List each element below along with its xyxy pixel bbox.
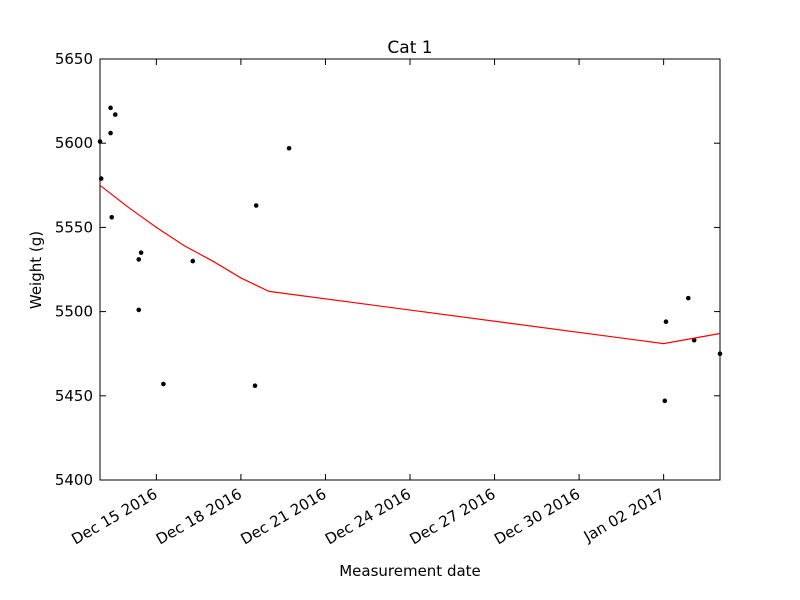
y-axis-label: Weight (g) [27,231,45,309]
trend-line [99,184,721,345]
chart-title: Cat 1 [387,38,432,58]
chart-marks [97,105,723,404]
x-tick-label: Jan 02 2017 [580,485,668,546]
data-point [108,130,113,136]
data-point [112,112,118,117]
y-tick-label: 5550 [55,218,93,236]
x-tick-label: Dec 21 2016 [237,485,329,549]
data-point [286,145,292,151]
data-point [136,257,142,262]
y-tick-label: 5400 [55,471,93,489]
data-point [161,381,166,387]
data-point [98,176,104,181]
data-point [662,398,668,404]
data-point [252,383,258,388]
y-tick-label: 5600 [55,134,93,152]
data-point [691,337,697,343]
data-point [717,351,723,357]
data-point [109,214,115,220]
x-tick-label: Dec 30 2016 [491,485,583,549]
x-tick-label: Dec 24 2016 [322,485,414,549]
y-axis: 5400 5450 5500 5550 5600 5650 [55,50,720,489]
x-axis-label: Measurement date [339,562,481,580]
plot-background [100,59,720,480]
data-point [190,258,196,264]
data-point [136,307,142,313]
x-tick-label: Dec 27 2016 [407,485,499,549]
y-tick-label: 5650 [55,50,93,68]
x-tick-label: Dec 18 2016 [153,485,245,549]
data-point [685,295,691,301]
y-tick-label: 5450 [55,387,93,405]
data-point [108,105,113,111]
plot-area [99,58,721,481]
data-point [97,139,103,144]
x-tick-label: Dec 15 2016 [68,485,160,549]
data-point [253,203,259,208]
data-point [663,319,669,325]
data-point [138,250,144,255]
y-tick-label: 5500 [55,303,93,321]
